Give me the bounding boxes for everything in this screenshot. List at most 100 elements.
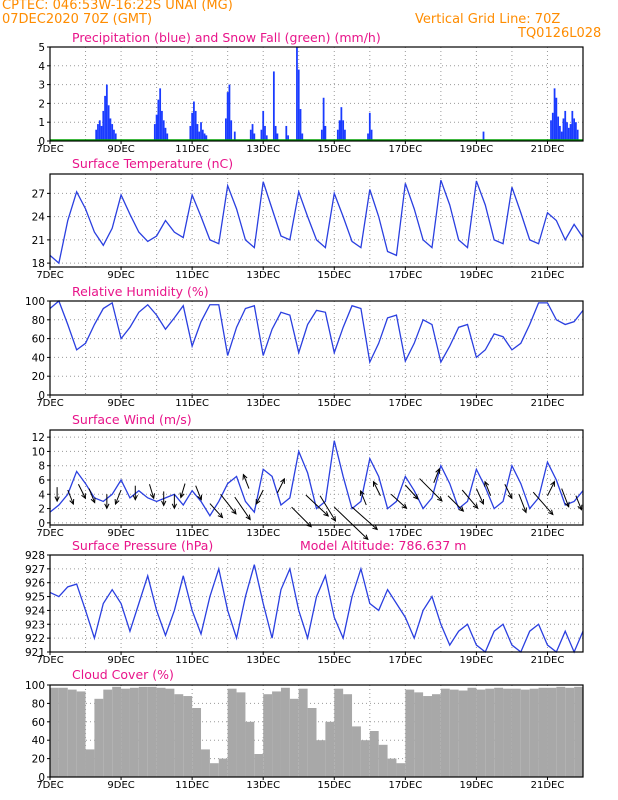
y-tick-label: 80 bbox=[32, 315, 45, 327]
precip-bar bbox=[342, 120, 345, 141]
cloud-cover-bar bbox=[467, 687, 477, 777]
wind-vector-arrow bbox=[518, 494, 527, 513]
plot-frame bbox=[49, 429, 584, 526]
panel-6: 0 20 40 60 80 100 7DEC 9DEC 11DEC 13DEC 15DEC 17DEC… bbox=[25, 667, 584, 791]
precip-bar bbox=[301, 133, 304, 141]
panel-3: 0 20 40 60 80 100 7DEC 9DEC 11DEC 13DEC 15DEC 17DEC… bbox=[25, 284, 584, 409]
precip-bar bbox=[560, 131, 563, 141]
cloud-cover-bar bbox=[307, 708, 317, 777]
precip-bar bbox=[102, 110, 105, 141]
cloud-cover-bar bbox=[263, 694, 273, 777]
y-tick-label: 0 bbox=[38, 136, 45, 148]
precip-bar bbox=[297, 69, 300, 141]
wind-vector-arrow bbox=[115, 489, 122, 505]
plot-frame bbox=[49, 684, 584, 778]
x-tick-label: 19DEC bbox=[460, 144, 494, 155]
x-tick-label: 13DEC bbox=[246, 270, 280, 281]
wind-vector-arrowhead bbox=[161, 500, 167, 507]
x-tick-label: 19DEC bbox=[460, 528, 494, 539]
precip-bar bbox=[193, 101, 195, 141]
x-tick-label: 11DEC bbox=[175, 780, 209, 791]
wind-vector-arrowhead bbox=[90, 497, 96, 504]
x-tick-label: 11DEC bbox=[175, 270, 209, 281]
series-line-relative-humidity bbox=[49, 299, 584, 365]
x-tick-label: 9DEC bbox=[107, 655, 134, 666]
plot-frame bbox=[49, 554, 584, 653]
precip-bar bbox=[566, 122, 568, 141]
model-code-header: TQ0126L028 bbox=[518, 26, 602, 41]
cloud-cover-bar bbox=[556, 686, 566, 777]
cloud-cover-bar bbox=[165, 688, 175, 777]
cloud-cover-bar bbox=[227, 688, 237, 777]
x-tick-label: 9DEC bbox=[107, 144, 134, 155]
y-tick-label: 928 bbox=[25, 550, 45, 562]
y-tick-label: 0 bbox=[38, 772, 45, 784]
precip-bar bbox=[161, 110, 163, 141]
precip-bar bbox=[370, 129, 373, 141]
precip-bar bbox=[550, 120, 552, 141]
wind-vector-arrowhead bbox=[280, 477, 285, 484]
precip-bar bbox=[164, 127, 167, 141]
precip-bar bbox=[562, 118, 565, 141]
cloud-cover-bar bbox=[511, 688, 521, 777]
precip-bar bbox=[567, 127, 570, 141]
wind-vector-arrow bbox=[404, 484, 419, 500]
wind-vector-arrow bbox=[390, 493, 407, 509]
precip-bar bbox=[336, 129, 339, 141]
precip-bar bbox=[191, 112, 194, 141]
wind-vector-arrow bbox=[195, 485, 202, 500]
y-tick-label: 0 bbox=[38, 518, 45, 530]
precip-bar bbox=[230, 120, 233, 141]
precip-bar bbox=[265, 135, 268, 141]
cloud-cover-bar bbox=[352, 726, 361, 777]
precip-bar bbox=[296, 47, 298, 141]
panel-2: 18 21 24 27 7DEC 9DEC 11DEC 13DEC 15DEC 17DEC 19DE… bbox=[32, 156, 584, 281]
cloud-cover-bar bbox=[503, 688, 512, 777]
precip-bar bbox=[201, 129, 204, 141]
cloud-cover-bar bbox=[67, 689, 77, 777]
precip-bar bbox=[368, 112, 371, 141]
panel-title: Relative Humidity (%) bbox=[72, 284, 209, 299]
wind-vector-arrow bbox=[88, 488, 96, 503]
precip-bar bbox=[105, 84, 108, 141]
y-tick-label: 0 bbox=[38, 390, 45, 402]
wind-vector-arrowhead bbox=[413, 494, 419, 500]
cloud-cover-bar bbox=[547, 687, 557, 777]
precip-bar bbox=[344, 129, 346, 141]
panel-4: 0 2 4 6 8 10 12 7DEC 9DEC 11DEC 13DEC 15DEC 17DEC 19D… bbox=[32, 412, 584, 541]
precip-bar bbox=[205, 135, 208, 141]
wind-vector-arrowhead bbox=[548, 509, 554, 516]
x-tick-label: 13DEC bbox=[246, 780, 280, 791]
y-tick-label: 24 bbox=[32, 212, 46, 224]
wind-vector-arrowhead bbox=[132, 494, 138, 501]
panel-title: Precipitation (blue) and Snow Fall (gree… bbox=[72, 30, 381, 45]
plot-frame bbox=[49, 46, 584, 142]
y-tick-label: 12 bbox=[32, 432, 45, 444]
x-tick-label: 15DEC bbox=[317, 528, 351, 539]
wind-vector-arrow bbox=[461, 489, 478, 509]
wind-vector-arrowhead bbox=[217, 512, 224, 519]
wind-vector-arrowhead bbox=[362, 534, 369, 541]
wind-vector-arrow bbox=[291, 506, 312, 528]
precip-bar bbox=[251, 124, 254, 141]
cloud-cover-bar bbox=[405, 689, 415, 777]
y-tick-label: 20 bbox=[32, 754, 45, 766]
precip-bar bbox=[97, 124, 99, 141]
cloud-cover-bar bbox=[112, 686, 122, 777]
panel-title: Surface Pressure (hPa) bbox=[72, 538, 213, 553]
precip-bar bbox=[200, 122, 202, 141]
y-tick-label: 926 bbox=[25, 578, 45, 590]
y-tick-label: 927 bbox=[25, 564, 45, 576]
cloud-cover-bar bbox=[476, 689, 486, 777]
wind-vector-arrowhead bbox=[522, 507, 527, 514]
x-tick-label: 9DEC bbox=[107, 398, 134, 409]
cloud-cover-bar bbox=[50, 687, 59, 777]
x-tick-label: 7DEC bbox=[36, 398, 63, 409]
x-tick-label: 17DEC bbox=[388, 270, 422, 281]
x-tick-label: 15DEC bbox=[317, 270, 351, 281]
cloud-cover-bar bbox=[218, 758, 228, 777]
y-tick-label: 10 bbox=[32, 446, 45, 458]
cloud-cover-bar bbox=[272, 691, 281, 777]
y-tick-label: 18 bbox=[32, 258, 45, 270]
